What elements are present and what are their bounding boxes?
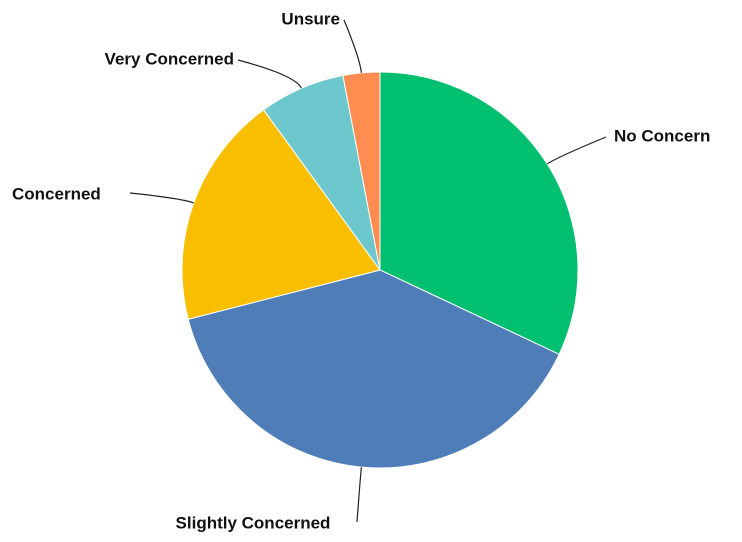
slice-label: No Concern bbox=[614, 126, 710, 145]
leader-line bbox=[129, 192, 194, 204]
pie-slice bbox=[181, 109, 381, 320]
slice-label: Unsure bbox=[281, 9, 340, 28]
leader-line bbox=[356, 467, 362, 523]
slice-label: Slightly Concerned bbox=[176, 513, 331, 532]
leader-line bbox=[237, 59, 302, 89]
leader-line bbox=[343, 19, 362, 73]
leader-line bbox=[546, 136, 607, 165]
slice-label: Very Concerned bbox=[105, 49, 234, 68]
slice-label: Concerned bbox=[12, 184, 101, 203]
pie-slice bbox=[187, 269, 560, 469]
